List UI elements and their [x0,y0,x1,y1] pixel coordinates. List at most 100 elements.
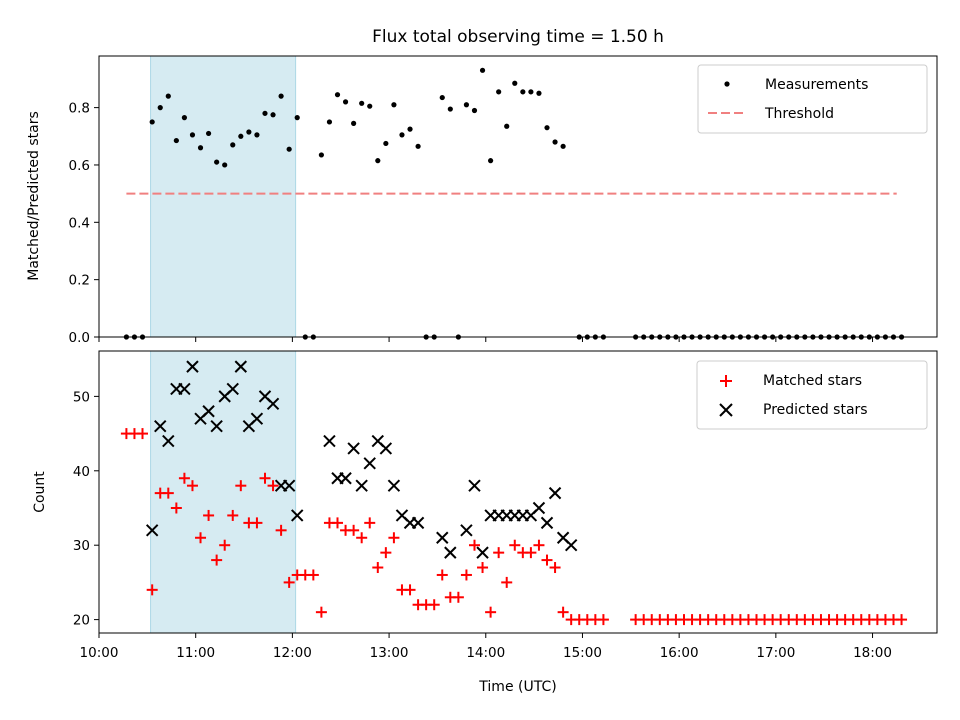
legend-matched-marker [720,375,732,387]
measurement-point-21 [294,115,300,121]
predicted-star-point-34 [468,479,481,492]
matched-star-point-20 [283,576,295,588]
measurement-point-28 [351,120,357,126]
measurement-point-18 [270,112,276,118]
predicted-star-point-32 [444,546,457,559]
measurement-point-32 [383,140,389,147]
matched-star-point-46 [493,547,505,559]
predicted-star-point-44 [548,486,562,500]
measurement-point-39 [439,94,445,101]
predicted-star-point-13 [250,412,264,425]
matched-star-point-30 [364,517,376,529]
measurement-point-54 [560,143,566,149]
matched-star-point-28 [348,524,360,536]
top-legend-box [697,64,928,134]
top-panel: Flux total observing time = 1.50 h Match… [26,27,938,346]
measurement-point-48 [512,80,518,86]
measurement-point-42 [463,102,470,108]
top-highlight-span [150,55,297,338]
measurement-point-29 [359,100,365,106]
top-y-tick-label-4: 0.8 [69,101,90,117]
bottom-panel-frame [98,350,938,634]
measurement-point-49 [520,89,526,95]
measurement-point-47 [504,123,510,129]
predicted-star-point-33 [460,524,473,537]
matched-star-point-50 [525,547,537,559]
measurement-point-30 [367,103,373,109]
measurement-point-27 [342,99,349,105]
bottom-y-axis-label: Count [32,471,48,513]
top-y-tick-label-3: 0.6 [69,158,90,174]
top-panel-title: Flux total observing time = 1.50 h [372,27,664,47]
matched-star-point-41 [452,591,464,603]
matched-star-point-32 [380,547,392,559]
x-tick-label-5: 15:00 [563,645,602,661]
predicted-star-point-4 [178,382,191,396]
predicted-star-point-8 [210,419,223,433]
predicted-star-point-17 [282,479,296,492]
matched-star-point-93 [896,614,908,626]
matched-star-point-24 [315,606,327,618]
predicted-star-point-11 [234,360,248,373]
measurement-point-33 [391,102,397,108]
measurement-point-31 [375,158,381,164]
predicted-star-point-35 [476,546,489,559]
matched-star-point-6 [170,502,182,514]
top-axis-ticks: 0.0 0.2 0.4 0.6 0.8 [69,101,874,346]
matched-star-point-17 [259,472,271,484]
bottom-y-tick-label-0: 20 [73,613,90,629]
x-tick-label-2: 12:00 [273,645,312,661]
matched-star-point-35 [404,584,416,596]
measurement-point-36 [415,143,421,149]
matched-star-point-59 [597,614,609,626]
matched-star-point-45 [485,606,497,618]
matched-star-point-48 [509,539,521,551]
matched-star-point-33 [388,532,400,544]
top-legend: Measurements Threshold [697,64,928,134]
measurement-point-51 [536,90,542,96]
measurement-point-17 [262,110,268,116]
matched-star-point-13 [227,509,239,521]
measurement-point-5 [165,93,171,99]
predicted-star-point-7 [202,405,215,418]
measurement-point-53 [552,139,558,145]
measurement-point-12 [222,162,228,168]
measurement-point-45 [488,158,494,164]
matched-star-point-52 [541,554,553,566]
matched-star-point-9 [195,532,207,544]
measurement-point-15 [246,129,252,135]
matched-star-point-2 [137,428,149,440]
predicted-star-point-2 [162,434,175,448]
matched-star-point-53 [549,562,561,574]
predicted-star-point-15 [266,397,280,411]
bottom-panel: Count Time (UTC) 10:00 11:00 12:00 13:00 14:… [32,350,938,695]
matched-star-point-16 [251,517,263,529]
matched-star-point-51 [533,539,545,551]
measurement-point-16 [254,132,260,138]
measurement-point-6 [173,137,179,144]
predicted-star-point-26 [379,442,393,455]
top-y-axis-label: Matched/Predicted stars [26,111,42,281]
predicted-star-point-5 [186,360,199,373]
predicted-star-points [145,360,578,559]
bottom-y-tick-label-2: 40 [73,464,90,480]
legend-predicted-label: Predicted stars [763,402,868,418]
measurement-point-43 [471,107,478,114]
predicted-star-point-30 [411,516,425,530]
measurement-point-7 [181,115,188,121]
predicted-star-point-18 [291,509,304,522]
measurement-point-50 [528,89,534,95]
measurement-point-9 [197,145,204,151]
predicted-star-point-23 [355,479,368,492]
measurement-point-20 [286,146,292,152]
matched-star-point-43 [468,539,480,551]
matched-star-point-38 [428,599,440,611]
matched-star-point-39 [436,569,448,581]
predicted-star-point-42 [532,501,546,515]
measurement-point-25 [326,119,333,125]
measurement-point-46 [496,89,502,95]
predicted-star-point-43 [540,516,554,530]
x-tick-label-1: 11:00 [176,645,215,661]
predicted-star-point-1 [154,419,167,433]
measurement-points [123,67,905,340]
